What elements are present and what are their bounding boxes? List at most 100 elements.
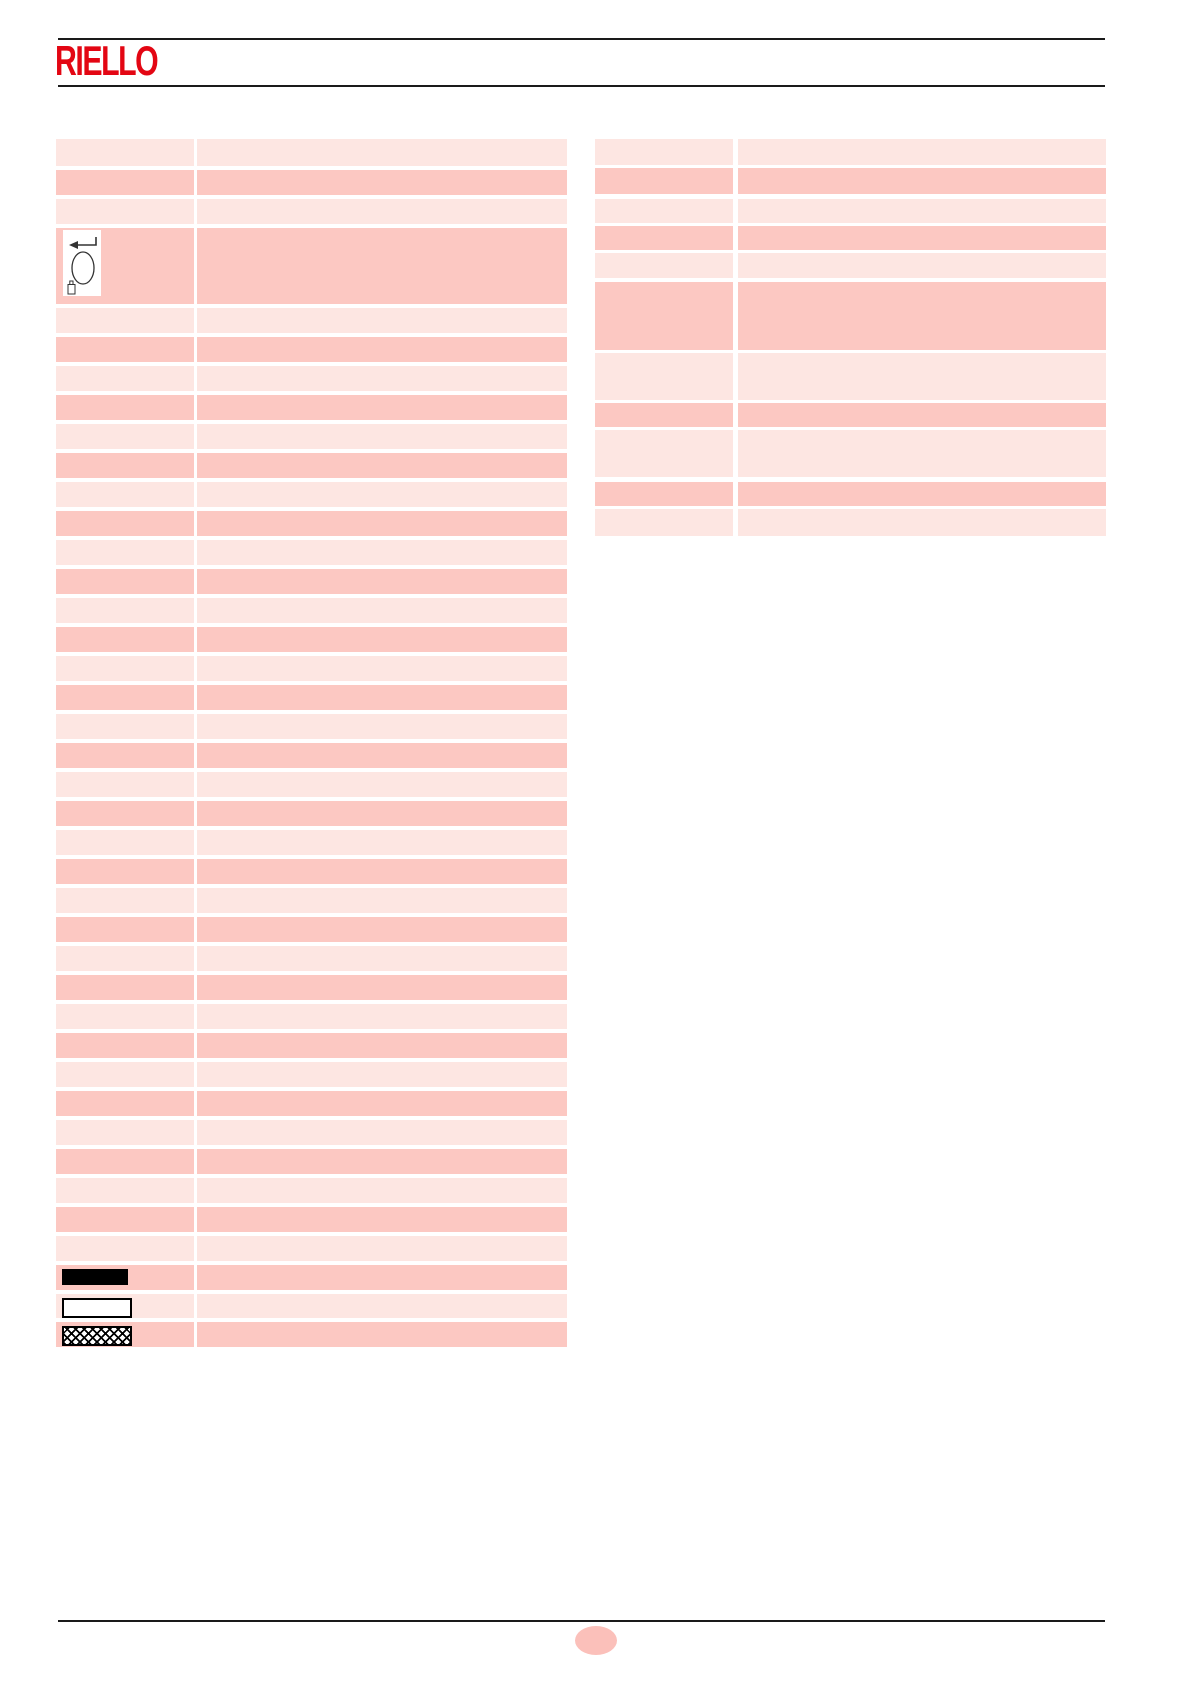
left-table-row-key <box>56 1207 194 1232</box>
left-table-row-key <box>56 569 194 594</box>
left-table-row-value <box>197 627 567 652</box>
right-table-row-key <box>595 253 733 278</box>
left-table-row-key <box>56 975 194 1000</box>
left-table-row-key <box>56 772 194 797</box>
right-table-row-key <box>595 353 733 400</box>
left-table-row-key <box>56 308 194 333</box>
left-table-row-key <box>56 1062 194 1087</box>
left-table-row-key <box>56 743 194 768</box>
left-table-row-value <box>197 170 567 195</box>
left-table-row-value <box>197 482 567 507</box>
left-table-row-value <box>197 540 567 565</box>
footer-rule <box>58 1620 1105 1622</box>
left-table-row-key <box>56 395 194 420</box>
right-table-row-value <box>738 353 1106 400</box>
left-table-row-value <box>197 199 567 224</box>
left-table-row-value <box>197 1207 567 1232</box>
left-table-row-value <box>197 888 567 913</box>
left-table-row-value <box>197 917 567 942</box>
left-table-row-value <box>197 308 567 333</box>
left-table-row-value <box>197 569 567 594</box>
left-table-row-key <box>56 1004 194 1029</box>
right-table-row-value <box>738 509 1106 536</box>
left-table-row-value <box>197 1033 567 1058</box>
right-table-row-value <box>738 282 1106 350</box>
left-table-row-key <box>56 1091 194 1116</box>
left-table-row-key <box>56 170 194 195</box>
left-table-row-key <box>56 511 194 536</box>
left-table-row-value <box>197 1120 567 1145</box>
left-table-row-value <box>197 1294 567 1318</box>
left-table-row-key <box>56 366 194 391</box>
right-table-row-value <box>738 403 1106 427</box>
left-table-row-key <box>56 1178 194 1203</box>
left-table-row-value <box>197 975 567 1000</box>
left-table-row-key <box>56 917 194 942</box>
right-table-row-key <box>595 282 733 350</box>
left-table-row-key <box>56 685 194 710</box>
left-table-row-key <box>56 337 194 362</box>
label-position-icon <box>63 230 101 296</box>
left-table-row-key <box>56 424 194 449</box>
left-table-row-value <box>197 946 567 971</box>
left-table-row-value <box>197 511 567 536</box>
left-table-row-key <box>56 139 194 166</box>
right-table-row-value <box>738 168 1106 194</box>
left-table-row-value <box>197 424 567 449</box>
left-table-row-key <box>56 453 194 478</box>
left-table-row-value <box>197 1004 567 1029</box>
left-table-row-value <box>197 1149 567 1174</box>
left-table-row-key <box>56 540 194 565</box>
label-arrow-ellipse-icon <box>67 237 97 295</box>
left-table-row-value <box>197 598 567 623</box>
right-table-row-value <box>738 199 1106 223</box>
left-table-row-value <box>197 714 567 739</box>
left-table-row-value <box>197 337 567 362</box>
riello-logo: RIELLO <box>55 37 159 84</box>
header-rule-bottom <box>58 85 1105 87</box>
right-table-row-value <box>738 139 1106 165</box>
left-table-row-value <box>197 859 567 884</box>
left-table-row-value <box>197 1236 567 1261</box>
left-table-row-value <box>197 1322 567 1347</box>
left-table-row-key <box>56 946 194 971</box>
right-table-row-key <box>595 139 733 165</box>
page-number-badge <box>575 1626 617 1655</box>
right-table-row-value <box>738 226 1106 250</box>
right-table-row-key <box>595 226 733 250</box>
left-table-row-value <box>197 139 567 166</box>
left-table-row-key <box>56 801 194 826</box>
swatch-white-icon <box>62 1298 132 1318</box>
left-table-row-value <box>197 830 567 855</box>
right-table-row-value <box>738 482 1106 506</box>
swatch-black-icon <box>62 1269 128 1285</box>
right-table-row-value <box>738 253 1106 278</box>
left-table-row-value <box>197 453 567 478</box>
left-table-row-key <box>56 859 194 884</box>
left-table-row-value <box>197 772 567 797</box>
left-table-row-value <box>197 1091 567 1116</box>
left-table-row-key <box>56 598 194 623</box>
left-table-row-value <box>197 1265 567 1290</box>
left-table-row-value <box>197 395 567 420</box>
swatch-hatch-icon <box>62 1326 132 1346</box>
left-table-row-key <box>56 627 194 652</box>
left-table-row-key <box>56 482 194 507</box>
left-table-row-key <box>56 1149 194 1174</box>
left-table-row-key <box>56 199 194 224</box>
left-table-row-key <box>56 714 194 739</box>
right-table-row-key <box>595 199 733 223</box>
left-table-row-value <box>197 1062 567 1087</box>
left-table-row-key <box>56 1236 194 1261</box>
right-table-row-key <box>595 168 733 194</box>
left-table-row-key <box>56 830 194 855</box>
left-table-row-value <box>197 656 567 681</box>
right-table-row-key <box>595 509 733 536</box>
right-table-row-key <box>595 430 733 477</box>
left-table-row-value <box>197 366 567 391</box>
left-table-row-value <box>197 228 567 304</box>
left-table-row-key <box>56 1033 194 1058</box>
left-table-row-key <box>56 1120 194 1145</box>
header-rule-top <box>58 38 1105 40</box>
